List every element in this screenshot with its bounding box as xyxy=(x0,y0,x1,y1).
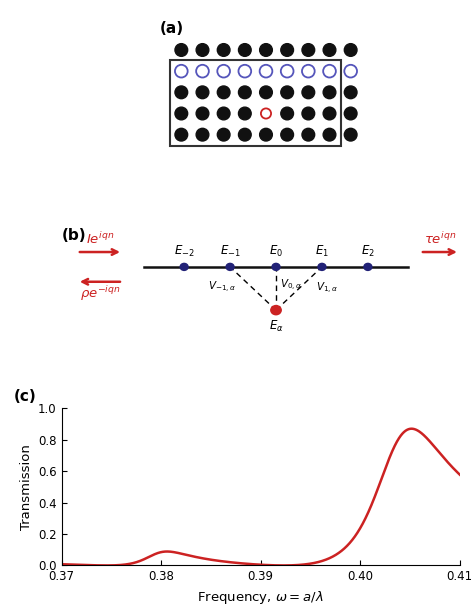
Text: $E_0$: $E_0$ xyxy=(269,244,283,260)
Circle shape xyxy=(260,65,273,77)
Circle shape xyxy=(318,263,326,271)
Text: $E_1$: $E_1$ xyxy=(315,244,329,260)
Circle shape xyxy=(238,107,251,120)
Text: $E_{-2}$: $E_{-2}$ xyxy=(174,244,194,260)
Circle shape xyxy=(281,65,293,77)
Circle shape xyxy=(238,65,251,77)
Text: $\rho e^{-iqn}$: $\rho e^{-iqn}$ xyxy=(80,285,120,303)
Circle shape xyxy=(323,128,336,141)
Circle shape xyxy=(217,128,230,141)
Text: (b): (b) xyxy=(62,228,86,243)
Text: (c): (c) xyxy=(14,389,36,404)
Text: $E_{-1}$: $E_{-1}$ xyxy=(219,244,240,260)
Circle shape xyxy=(180,263,188,271)
Circle shape xyxy=(175,128,188,141)
Circle shape xyxy=(260,44,273,57)
Circle shape xyxy=(302,44,315,57)
Circle shape xyxy=(302,86,315,98)
Circle shape xyxy=(196,86,209,98)
Circle shape xyxy=(175,86,188,98)
Text: $E_2$: $E_2$ xyxy=(361,244,375,260)
Circle shape xyxy=(226,263,234,271)
Circle shape xyxy=(302,128,315,141)
Circle shape xyxy=(271,306,281,315)
Circle shape xyxy=(323,44,336,57)
Circle shape xyxy=(281,128,293,141)
Circle shape xyxy=(272,263,280,271)
Circle shape xyxy=(344,86,357,98)
Text: $V_{-1,\alpha}$: $V_{-1,\alpha}$ xyxy=(208,280,236,295)
Text: $V_{1,\alpha}$: $V_{1,\alpha}$ xyxy=(316,281,338,296)
Circle shape xyxy=(196,65,209,77)
Circle shape xyxy=(175,107,188,120)
Circle shape xyxy=(238,128,251,141)
Text: $Ie^{iqn}$: $Ie^{iqn}$ xyxy=(86,230,114,247)
Circle shape xyxy=(302,107,315,120)
Circle shape xyxy=(217,107,230,120)
Y-axis label: Transmission: Transmission xyxy=(19,444,33,530)
Circle shape xyxy=(323,86,336,98)
Circle shape xyxy=(323,65,336,77)
Circle shape xyxy=(217,44,230,57)
Circle shape xyxy=(217,86,230,98)
Text: $E_{\alpha}$: $E_{\alpha}$ xyxy=(269,319,283,334)
Circle shape xyxy=(175,44,188,57)
Circle shape xyxy=(260,128,273,141)
Circle shape xyxy=(196,128,209,141)
Circle shape xyxy=(238,44,251,57)
Circle shape xyxy=(364,263,372,271)
Circle shape xyxy=(344,65,357,77)
Circle shape xyxy=(344,107,357,120)
Circle shape xyxy=(260,86,273,98)
Circle shape xyxy=(196,107,209,120)
Circle shape xyxy=(261,108,271,119)
Circle shape xyxy=(281,107,293,120)
Text: $\tau e^{iqn}$: $\tau e^{iqn}$ xyxy=(424,230,456,247)
Circle shape xyxy=(175,65,188,77)
Circle shape xyxy=(196,44,209,57)
Circle shape xyxy=(344,44,357,57)
X-axis label: Frequency, $\omega = a/\lambda$: Frequency, $\omega = a/\lambda$ xyxy=(198,589,324,606)
Circle shape xyxy=(217,65,230,77)
Circle shape xyxy=(302,65,315,77)
Circle shape xyxy=(344,128,357,141)
Text: (a): (a) xyxy=(160,21,184,36)
Circle shape xyxy=(323,107,336,120)
Circle shape xyxy=(281,86,293,98)
Circle shape xyxy=(281,44,293,57)
Circle shape xyxy=(238,86,251,98)
Text: $V_{0,\alpha}$: $V_{0,\alpha}$ xyxy=(280,278,302,294)
